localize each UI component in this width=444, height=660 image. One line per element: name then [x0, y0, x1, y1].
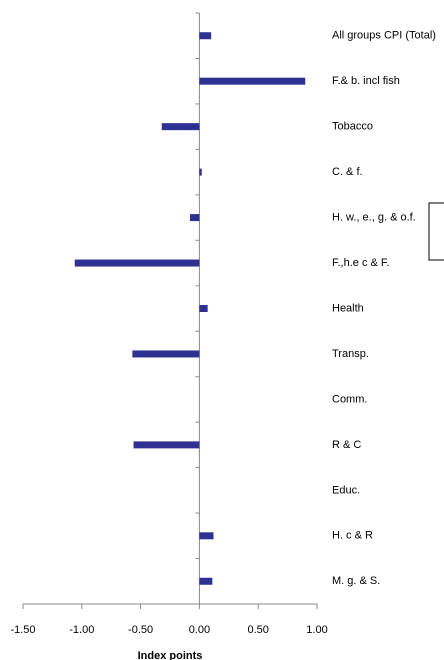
bar: [199, 77, 306, 85]
bar: [199, 168, 202, 176]
x-axis-title: Index points: [138, 650, 203, 660]
x-tick-label: -1.50: [10, 624, 35, 636]
bar: [189, 214, 200, 222]
x-tick-label: 1.00: [306, 624, 327, 636]
bar: [199, 305, 208, 312]
category-label: All groups CPI (Total): [332, 30, 436, 42]
bar: [199, 577, 213, 585]
category-label: F.,h.e c & F.: [332, 257, 389, 269]
category-label: F.& b. incl fish: [332, 75, 400, 87]
bar: [74, 259, 200, 267]
category-label: C. & f.: [332, 166, 363, 178]
category-label: H. c & R: [332, 530, 373, 542]
x-tick-label: -1.00: [69, 624, 94, 636]
category-label: Health: [332, 302, 364, 314]
clipped-box: [428, 202, 444, 261]
bar: [199, 532, 214, 540]
category-label: Comm.: [332, 393, 367, 405]
bar: [133, 441, 200, 449]
category-label: Educ.: [332, 484, 360, 496]
category-label: Transp.: [332, 348, 369, 360]
bar: [161, 123, 200, 131]
category-label: H. w., e., g. & o.f.: [332, 211, 416, 223]
x-tick-label: -0.50: [128, 624, 153, 636]
x-tick-label: 0.00: [189, 624, 210, 636]
category-label: R & C: [332, 439, 361, 451]
category-label: Tobacco: [332, 121, 373, 133]
x-tick-label: 0.50: [247, 624, 268, 636]
bar: [199, 32, 212, 40]
category-label: M. g. & S.: [332, 575, 380, 587]
bar: [132, 350, 200, 358]
